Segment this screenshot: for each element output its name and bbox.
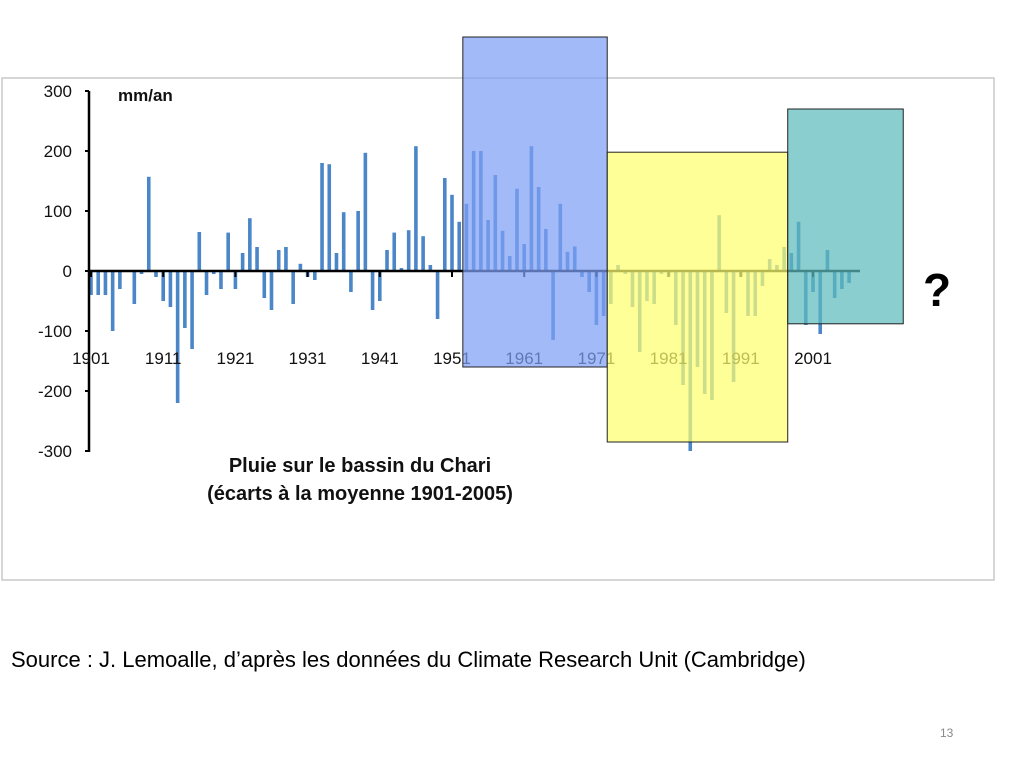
- bar: [139, 271, 144, 274]
- y-tick-label: -300: [38, 442, 72, 461]
- x-tick-label: 1931: [289, 349, 327, 368]
- bar: [435, 271, 440, 319]
- bar: [298, 263, 303, 271]
- period-box: [462, 36, 608, 368]
- bar: [334, 253, 339, 271]
- y-tick-label: 0: [63, 262, 72, 281]
- bar: [96, 271, 101, 295]
- bar: [276, 250, 281, 271]
- bar: [313, 271, 317, 280]
- chart-title: Pluie sur le bassin du Chari: [229, 455, 491, 477]
- bar: [457, 221, 462, 271]
- y-tick-label: 300: [44, 82, 72, 101]
- bar: [341, 212, 346, 271]
- bar: [248, 218, 252, 271]
- bar: [370, 271, 375, 310]
- slide-number: 13: [940, 726, 954, 740]
- bar: [132, 271, 137, 304]
- bar: [146, 176, 151, 271]
- bar: [118, 271, 122, 289]
- y-axis-unit: mm/an: [118, 86, 173, 105]
- x-tick-label: 1941: [361, 349, 399, 368]
- bar: [154, 271, 158, 277]
- bar: [240, 253, 245, 271]
- x-tick-label: 1951: [433, 349, 471, 368]
- bar: [363, 152, 368, 271]
- source-caption: Source : J. Lemoalle, d’après les donnée…: [11, 647, 806, 672]
- y-tick-label: 200: [44, 142, 72, 161]
- x-tick-label: 1921: [216, 349, 254, 368]
- bar: [428, 265, 433, 271]
- bar: [211, 271, 216, 274]
- bar: [392, 232, 397, 271]
- bar: [442, 178, 447, 271]
- period-box: [606, 151, 789, 443]
- bar: [190, 271, 194, 349]
- x-tick-label: 1911: [145, 349, 182, 368]
- y-tick-label: -200: [38, 382, 72, 401]
- chart-subtitle: (écarts à la moyenne 1901-2005): [207, 483, 513, 505]
- bar: [421, 236, 425, 271]
- bar: [399, 268, 404, 271]
- y-ticks: 300 200 100 0 -100 -200 -300: [38, 82, 89, 461]
- bar: [168, 271, 173, 307]
- bar: [110, 271, 115, 331]
- bar: [103, 271, 108, 295]
- period-overlays: [462, 36, 904, 443]
- rainfall-chart: 300 200 100 0 -100 -200 -300 1901 1911 1921 1931 1…: [1, 36, 995, 581]
- bar: [89, 271, 93, 295]
- x-tick-label: 1901: [72, 349, 110, 368]
- bar: [262, 271, 267, 298]
- bar: [414, 146, 418, 271]
- bar: [356, 211, 360, 271]
- bar: [320, 163, 324, 271]
- bar: [175, 271, 180, 403]
- bar: [226, 232, 230, 271]
- bar: [269, 271, 274, 310]
- bar: [183, 271, 187, 328]
- y-tick-label: 100: [44, 202, 72, 221]
- y-tick-label: -100: [38, 322, 72, 341]
- bar: [349, 271, 353, 292]
- bar: [197, 232, 202, 271]
- bar: [233, 271, 238, 289]
- bar: [291, 271, 295, 304]
- question-mark-annotation: ?: [923, 264, 951, 316]
- bar: [450, 194, 454, 271]
- bar: [284, 247, 288, 271]
- bar: [255, 247, 259, 271]
- bar: [385, 250, 389, 271]
- bar: [204, 271, 209, 295]
- bar: [378, 271, 382, 301]
- x-tick-label: 2001: [794, 349, 832, 368]
- bar: [219, 271, 223, 289]
- bar: [161, 271, 165, 301]
- period-box: [787, 108, 904, 325]
- bar: [327, 164, 332, 271]
- bar: [406, 230, 411, 271]
